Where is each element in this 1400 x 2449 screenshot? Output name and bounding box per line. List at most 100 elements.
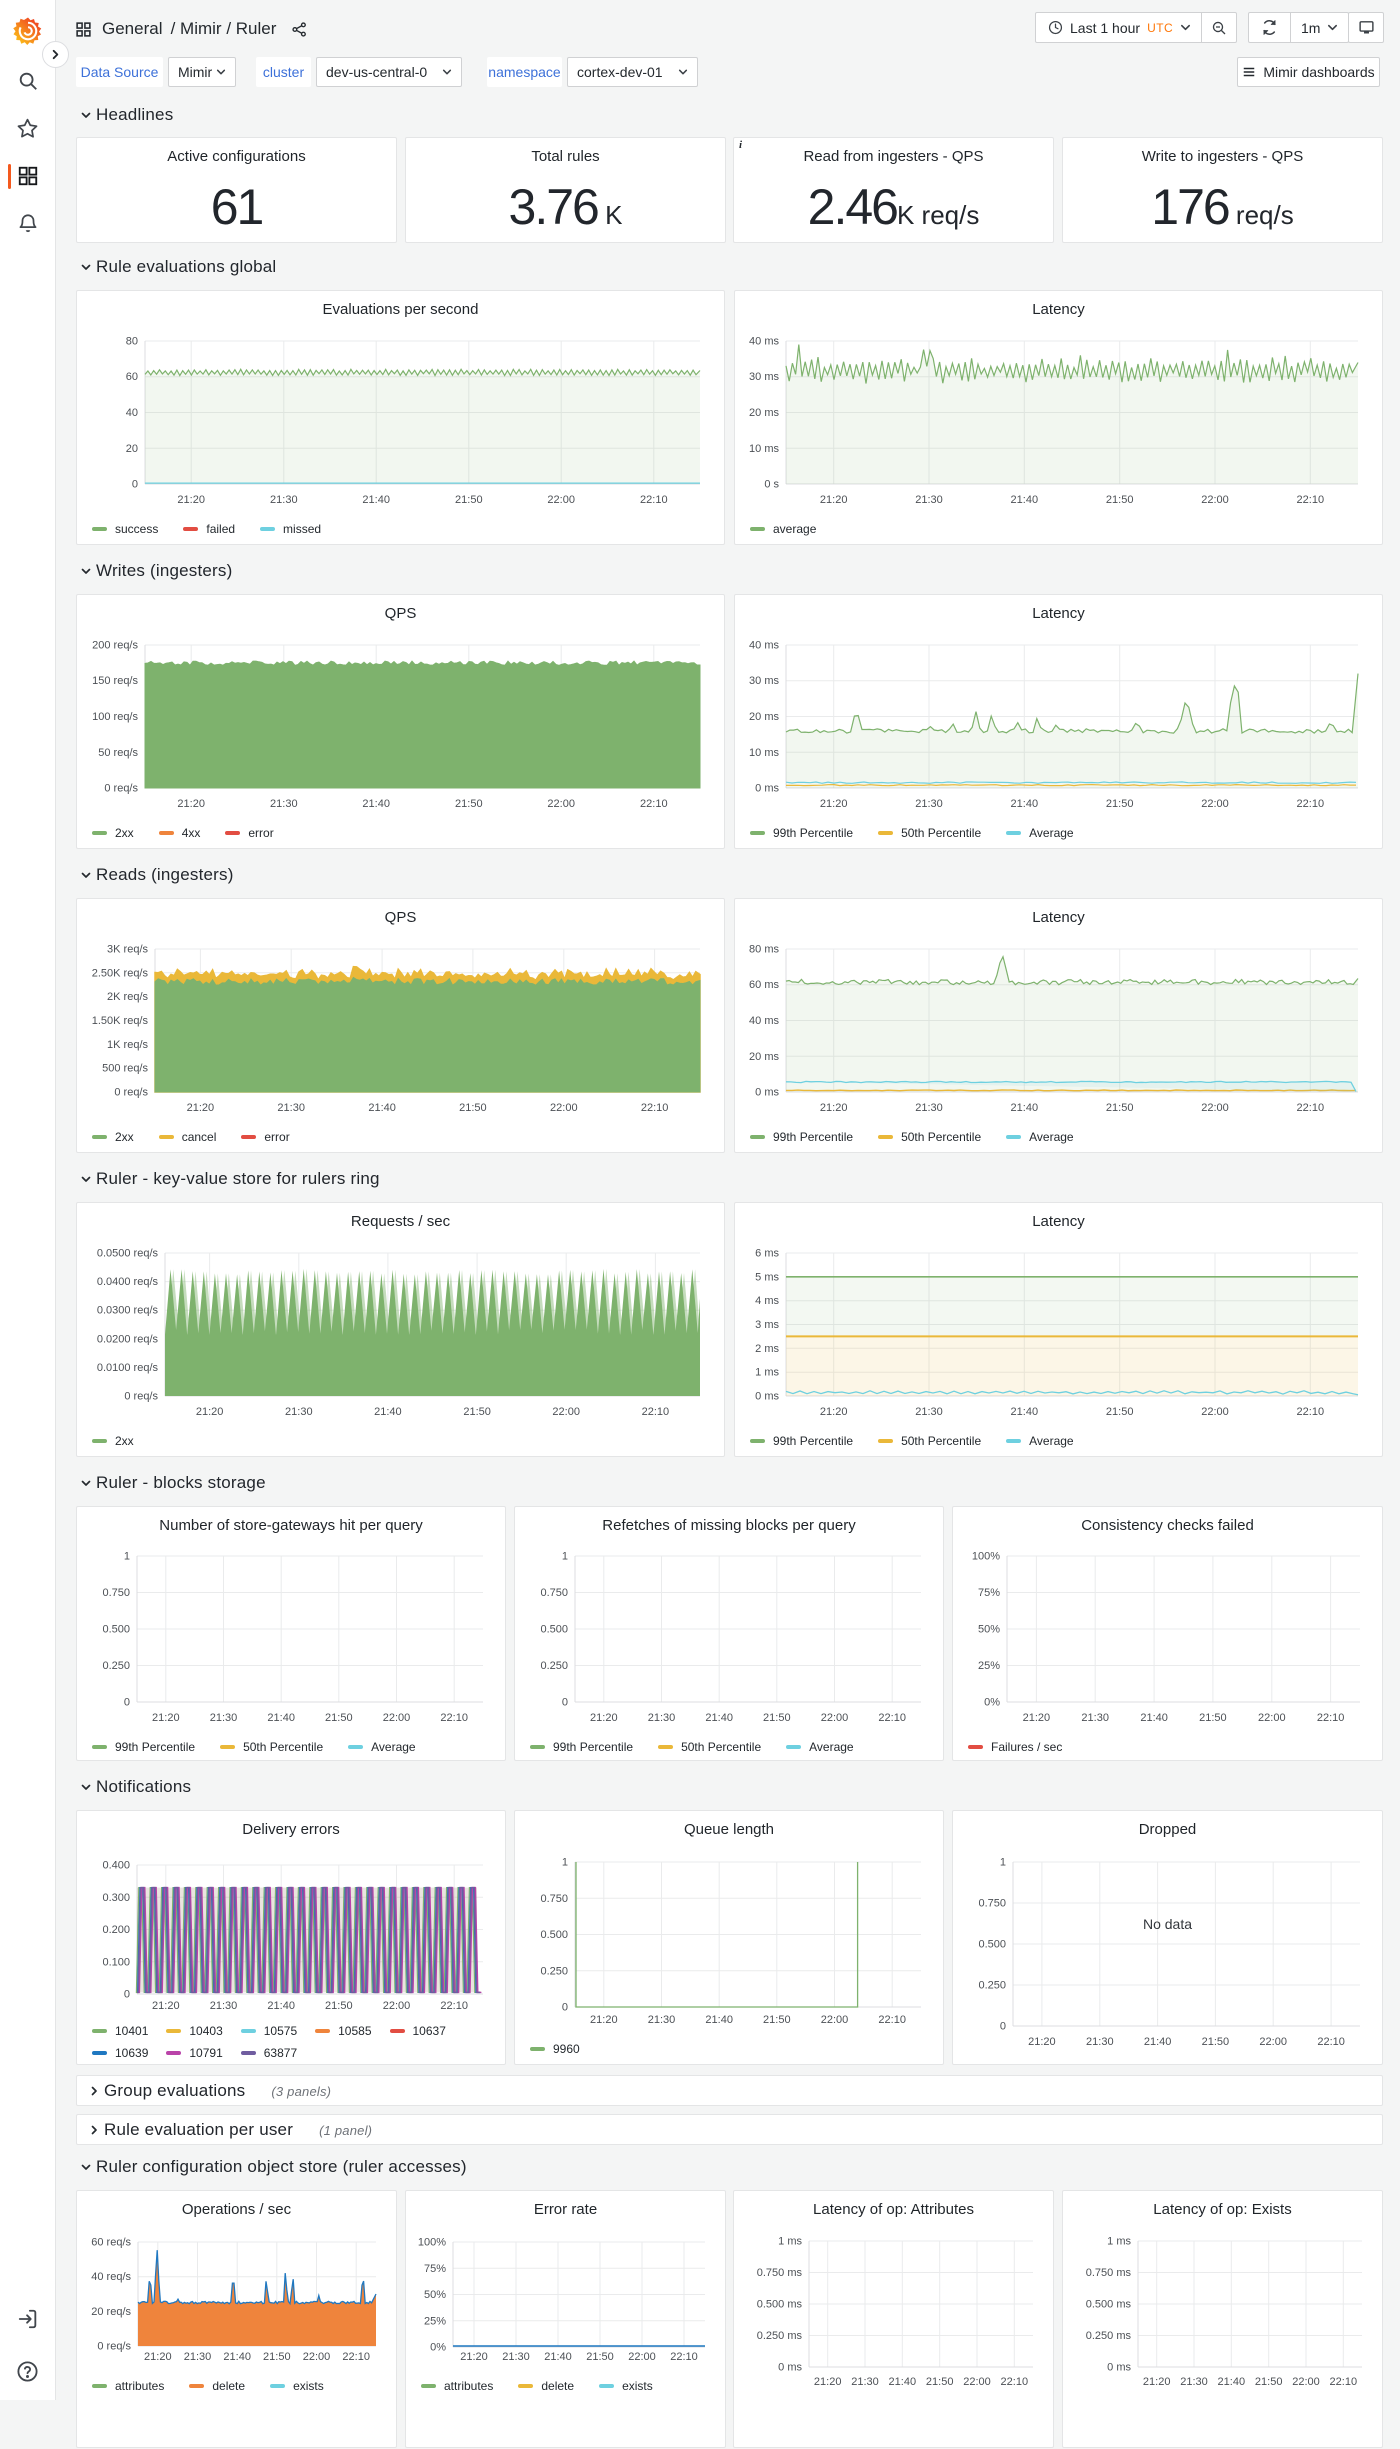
svg-text:0: 0 [124, 1989, 130, 2001]
svg-text:0: 0 [1000, 2021, 1006, 2033]
svg-text:1: 1 [124, 1551, 130, 1563]
svg-text:80 ms: 80 ms [749, 944, 779, 956]
svg-text:21:30: 21:30 [285, 1406, 313, 1418]
svg-text:22:10: 22:10 [640, 494, 668, 506]
svg-text:21:40: 21:40 [889, 2376, 917, 2388]
svg-text:10 ms: 10 ms [749, 747, 779, 759]
svg-text:2 ms: 2 ms [755, 1343, 779, 1355]
svg-text:75%: 75% [424, 2263, 446, 2275]
svg-text:21:50: 21:50 [1106, 798, 1134, 810]
svg-text:0.250 ms: 0.250 ms [1086, 2330, 1132, 2342]
svg-text:21:40: 21:40 [267, 2000, 295, 2012]
svg-text:21:40: 21:40 [1140, 1712, 1168, 1724]
svg-text:21:20: 21:20 [196, 1406, 224, 1418]
svg-text:21:20: 21:20 [590, 2014, 618, 2026]
svg-text:22:10: 22:10 [878, 2014, 906, 2026]
svg-text:0 ms: 0 ms [1107, 2362, 1131, 2374]
svg-text:0: 0 [562, 2002, 568, 2014]
svg-text:21:50: 21:50 [1202, 2036, 1230, 2048]
svg-text:21:40: 21:40 [1218, 2376, 1246, 2388]
svg-text:21:20: 21:20 [152, 1712, 180, 1724]
svg-text:21:40: 21:40 [1011, 1102, 1039, 1114]
svg-text:21:30: 21:30 [270, 494, 298, 506]
svg-text:21:50: 21:50 [325, 2000, 353, 2012]
svg-text:22:00: 22:00 [1201, 1102, 1229, 1114]
svg-text:6 ms: 6 ms [755, 1248, 779, 1260]
svg-text:21:20: 21:20 [177, 494, 205, 506]
svg-text:21:50: 21:50 [586, 2351, 614, 2363]
svg-text:21:30: 21:30 [915, 494, 943, 506]
svg-text:1.50K req/s: 1.50K req/s [92, 1015, 149, 1027]
svg-text:20 ms: 20 ms [749, 407, 779, 419]
svg-text:21:50: 21:50 [763, 1712, 791, 1724]
svg-text:22:00: 22:00 [1201, 798, 1229, 810]
svg-text:0.500: 0.500 [978, 1939, 1006, 1951]
svg-text:20 req/s: 20 req/s [91, 2306, 131, 2318]
svg-text:21:40: 21:40 [362, 494, 390, 506]
svg-text:21:30: 21:30 [210, 2000, 238, 2012]
svg-text:1 ms: 1 ms [778, 2236, 802, 2248]
svg-text:22:00: 22:00 [1292, 2376, 1320, 2388]
svg-text:22:10: 22:10 [642, 1406, 670, 1418]
svg-text:22:00: 22:00 [1258, 1712, 1286, 1724]
svg-text:21:20: 21:20 [187, 1102, 215, 1114]
svg-text:40 ms: 40 ms [749, 640, 779, 652]
svg-text:22:00: 22:00 [383, 2000, 411, 2012]
svg-text:21:30: 21:30 [648, 2014, 676, 2026]
svg-text:0: 0 [562, 1697, 568, 1709]
svg-text:0.0200 req/s: 0.0200 req/s [97, 1333, 159, 1345]
svg-text:21:20: 21:20 [820, 1406, 848, 1418]
svg-text:20: 20 [126, 443, 138, 455]
svg-text:22:00: 22:00 [1201, 494, 1229, 506]
svg-text:22:10: 22:10 [1297, 1102, 1325, 1114]
svg-text:21:40: 21:40 [362, 798, 390, 810]
svg-text:100%: 100% [418, 2237, 446, 2249]
svg-text:20 ms: 20 ms [749, 711, 779, 723]
svg-text:0 s: 0 s [764, 479, 779, 491]
svg-text:60 req/s: 60 req/s [91, 2237, 131, 2249]
svg-text:22:00: 22:00 [552, 1406, 580, 1418]
svg-text:0.750: 0.750 [102, 1587, 130, 1599]
svg-text:21:40: 21:40 [374, 1406, 402, 1418]
svg-text:2K req/s: 2K req/s [107, 991, 148, 1003]
svg-text:21:30: 21:30 [184, 2351, 212, 2363]
svg-text:21:20: 21:20 [144, 2351, 172, 2363]
svg-text:75%: 75% [978, 1587, 1000, 1599]
svg-text:1 ms: 1 ms [1107, 2236, 1131, 2248]
svg-text:0 ms: 0 ms [755, 1391, 779, 1403]
svg-text:21:50: 21:50 [455, 494, 483, 506]
svg-text:22:10: 22:10 [670, 2351, 698, 2363]
svg-text:21:20: 21:20 [1028, 2036, 1056, 2048]
svg-text:21:30: 21:30 [915, 1102, 943, 1114]
svg-text:22:10: 22:10 [878, 1712, 906, 1724]
svg-text:22:00: 22:00 [383, 1712, 411, 1724]
svg-text:0 ms: 0 ms [778, 2362, 802, 2374]
svg-text:0 req/s: 0 req/s [104, 783, 138, 795]
svg-text:21:30: 21:30 [502, 2351, 530, 2363]
svg-text:0.750: 0.750 [540, 1587, 568, 1599]
svg-text:21:20: 21:20 [152, 2000, 180, 2012]
svg-text:21:40: 21:40 [223, 2351, 251, 2363]
svg-text:22:00: 22:00 [547, 494, 575, 506]
svg-text:22:10: 22:10 [640, 798, 668, 810]
svg-text:2.50K req/s: 2.50K req/s [92, 967, 149, 979]
svg-text:22:10: 22:10 [641, 1102, 669, 1114]
svg-text:21:30: 21:30 [270, 798, 298, 810]
svg-text:21:20: 21:20 [460, 2351, 488, 2363]
svg-text:30 ms: 30 ms [749, 675, 779, 687]
svg-text:60: 60 [126, 371, 138, 383]
svg-text:22:00: 22:00 [628, 2351, 656, 2363]
svg-text:0.500 ms: 0.500 ms [1086, 2299, 1132, 2311]
svg-text:1K req/s: 1K req/s [107, 1039, 148, 1051]
svg-text:0.250 ms: 0.250 ms [757, 2330, 803, 2342]
svg-text:0.300: 0.300 [102, 1892, 130, 1904]
svg-text:40 ms: 40 ms [749, 336, 779, 348]
svg-text:21:40: 21:40 [1011, 798, 1039, 810]
svg-text:0.200: 0.200 [102, 1924, 130, 1936]
svg-text:0.0500 req/s: 0.0500 req/s [97, 1248, 159, 1260]
svg-text:22:10: 22:10 [342, 2351, 370, 2363]
svg-text:1 ms: 1 ms [755, 1367, 779, 1379]
svg-text:0.250: 0.250 [102, 1660, 130, 1672]
svg-text:21:30: 21:30 [915, 798, 943, 810]
svg-text:3 ms: 3 ms [755, 1319, 779, 1331]
